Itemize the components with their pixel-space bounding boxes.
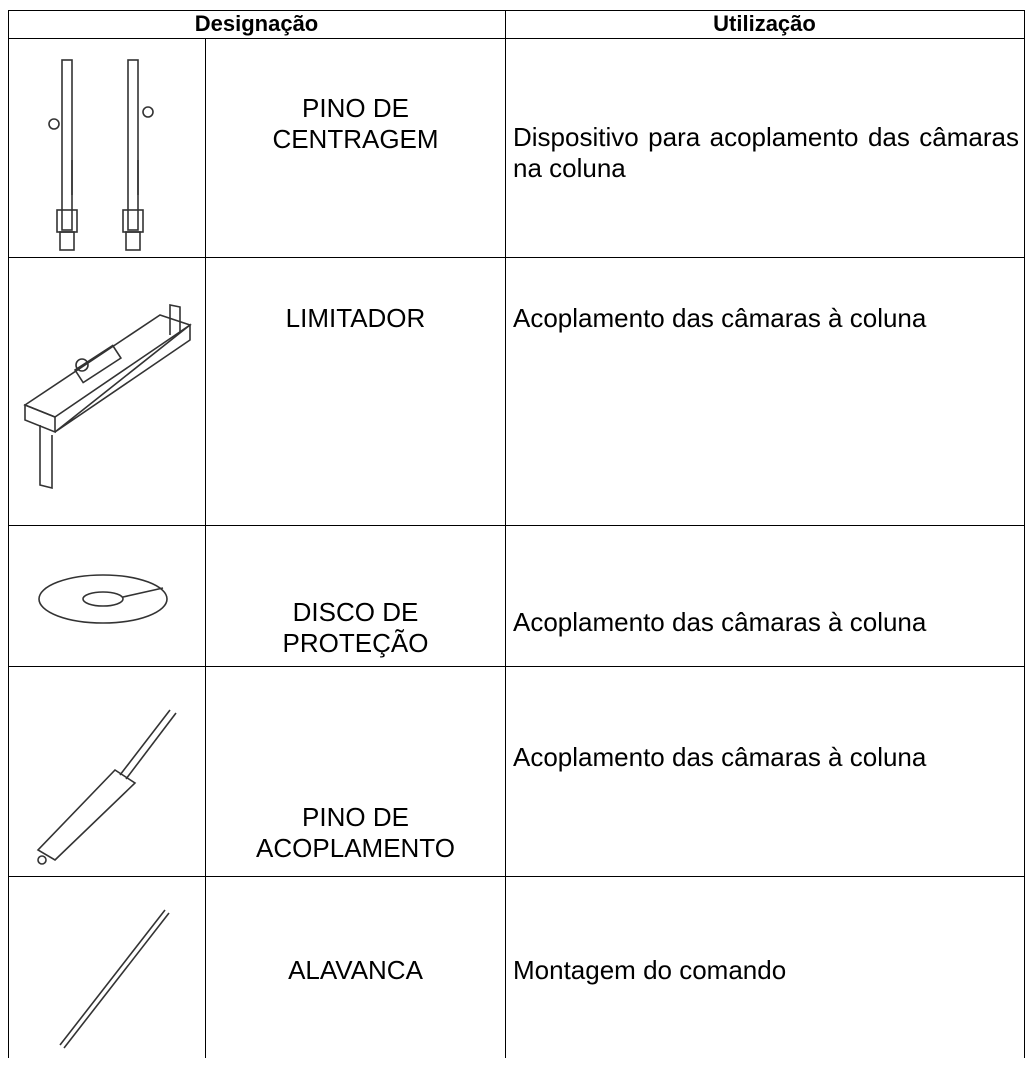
border [505, 10, 506, 1058]
usage: Acoplamento das câmaras à coluna [513, 607, 927, 637]
border [8, 876, 1024, 877]
border [205, 38, 206, 1058]
border [8, 10, 9, 1058]
usage: Dispositivo para acoplamento das câmaras… [513, 122, 1019, 183]
lever-image [59, 909, 170, 1049]
protection-disc-image [38, 574, 168, 624]
usage: Acoplamento das câmaras à coluna [513, 303, 927, 333]
designation: PINO DE CENTRAGEM [272, 93, 439, 154]
border [8, 666, 1024, 667]
border [8, 525, 1024, 526]
designation: LIMITADOR [285, 303, 426, 333]
border [8, 38, 1024, 39]
designation: PINO DE ACOPLAMENTO [256, 802, 455, 863]
centering-pin-image [48, 59, 154, 251]
designation: DISCO DE PROTEÇÃO [282, 597, 429, 658]
limiter-image [23, 304, 192, 490]
usage: Acoplamento das câmaras à coluna [513, 742, 927, 772]
designation: ALAVANCA [288, 955, 423, 985]
header-cell: Utilização [713, 11, 816, 36]
header-cell: Designação [194, 11, 319, 36]
border [8, 10, 1024, 11]
usage: Montagem do comando [513, 955, 787, 985]
border [8, 257, 1024, 258]
coupling-pin-image [36, 709, 177, 865]
border [1024, 10, 1025, 1058]
